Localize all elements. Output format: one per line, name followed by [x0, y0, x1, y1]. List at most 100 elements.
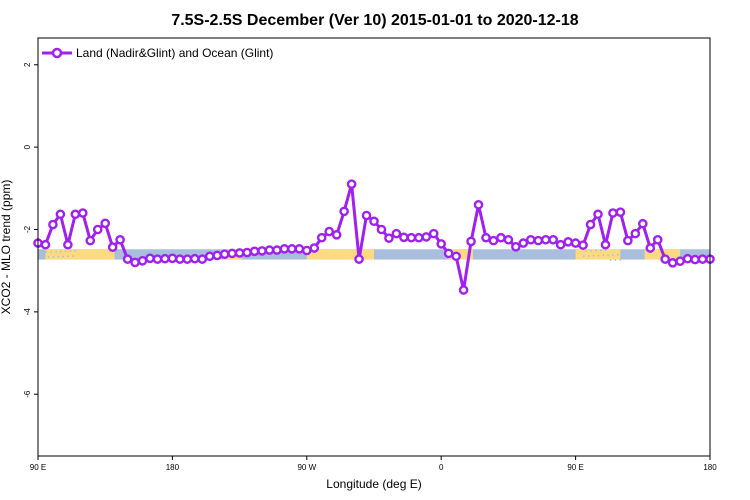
data-point	[331, 230, 342, 240]
data-point	[145, 253, 155, 264]
island-speckle	[595, 249, 597, 252]
data-point	[667, 258, 678, 268]
land-segment	[575, 249, 621, 260]
data-point	[40, 239, 51, 250]
island-speckle	[597, 254, 600, 257]
data-point	[376, 224, 387, 235]
data-point	[122, 254, 133, 264]
island-speckle	[45, 251, 47, 253]
island-speckle	[617, 254, 619, 256]
data-point	[682, 253, 693, 264]
data-point	[481, 232, 491, 243]
data-point	[533, 235, 544, 246]
data-point	[436, 239, 447, 249]
data-point	[197, 254, 208, 264]
island-speckle	[583, 255, 585, 257]
y-tick-label: -4	[23, 308, 32, 316]
data-point	[511, 241, 521, 252]
island-speckle	[62, 255, 64, 258]
data-point	[473, 199, 484, 210]
x-tick-label: 90 E	[30, 463, 46, 472]
data-point	[354, 254, 364, 264]
data-point	[518, 238, 529, 248]
data-point	[175, 254, 185, 264]
data-point	[167, 253, 178, 264]
data-point	[638, 218, 648, 229]
x-tick-label: 90 W	[297, 463, 316, 472]
data-point	[399, 232, 409, 243]
data-point	[339, 206, 349, 217]
island-speckle	[52, 256, 55, 258]
data-point	[189, 253, 200, 264]
data-point	[234, 248, 245, 258]
data-point	[675, 256, 685, 267]
data-point	[540, 234, 551, 245]
data-point	[100, 218, 110, 229]
island-speckle	[47, 256, 50, 258]
data-point	[428, 228, 439, 239]
data-point	[55, 209, 66, 220]
data-point	[466, 236, 476, 247]
island-speckle	[614, 259, 617, 261]
x-axis-label: Longitude (deg E)	[326, 477, 421, 491]
plot-frame	[37, 37, 711, 457]
data-point	[294, 244, 305, 254]
island-speckle	[607, 254, 609, 256]
data-point	[503, 234, 514, 245]
island-speckle	[64, 250, 67, 253]
data-point	[458, 285, 469, 295]
data-point	[301, 245, 312, 256]
chart-title: 7.5S-2.5S December (Ver 10) 2015-01-01 t…	[171, 12, 578, 29]
data-point	[369, 216, 379, 227]
data-point	[652, 234, 663, 245]
data-point	[697, 254, 708, 264]
data-point	[555, 239, 566, 250]
data-point	[645, 243, 656, 253]
data-point	[257, 246, 267, 256]
island-speckle	[55, 250, 57, 253]
data-point	[413, 232, 424, 243]
data-point	[608, 208, 618, 218]
data-point	[92, 224, 103, 235]
data-point	[600, 239, 611, 250]
data-point	[361, 210, 372, 221]
legend: Land (Nadir&Glint) and Ocean (Glint)	[42, 46, 273, 60]
data-point	[204, 251, 215, 262]
data-point	[316, 232, 327, 243]
data-point	[182, 254, 193, 264]
data-point	[264, 245, 275, 255]
data-point	[279, 244, 290, 254]
data-point	[70, 209, 81, 220]
island-speckle	[590, 249, 592, 252]
data-point	[585, 219, 596, 230]
land-segment	[45, 249, 115, 260]
data-point	[384, 233, 394, 243]
data-point	[623, 235, 633, 246]
data-point	[309, 243, 320, 253]
island-speckle	[619, 259, 621, 261]
data-point	[615, 207, 626, 218]
data-point	[78, 208, 88, 218]
island-speckle	[57, 255, 60, 258]
island-speckle	[600, 249, 602, 252]
data-point	[242, 247, 252, 258]
y-tick-label: -6	[23, 390, 32, 398]
legend-label: Land (Nadir&Glint) and Ocean (Glint)	[76, 46, 273, 60]
x-tick-label: 0	[439, 463, 444, 472]
x-axis-ticks: 90 E 180 90 W 0 90 E 180	[30, 456, 717, 472]
island-speckle	[602, 254, 604, 257]
data-point	[630, 228, 641, 239]
data-point	[160, 253, 170, 264]
data-point	[272, 245, 282, 255]
y-tick-label: 0	[23, 144, 32, 149]
data-point	[496, 232, 506, 243]
data-point	[219, 249, 230, 260]
island-speckle	[592, 255, 595, 257]
data-point	[443, 248, 454, 259]
island-speckle	[67, 255, 69, 258]
island-speckle	[587, 255, 590, 257]
island-speckle	[69, 250, 72, 252]
island-speckle	[72, 255, 74, 257]
series-line	[37, 182, 710, 292]
series-layer	[33, 179, 715, 295]
